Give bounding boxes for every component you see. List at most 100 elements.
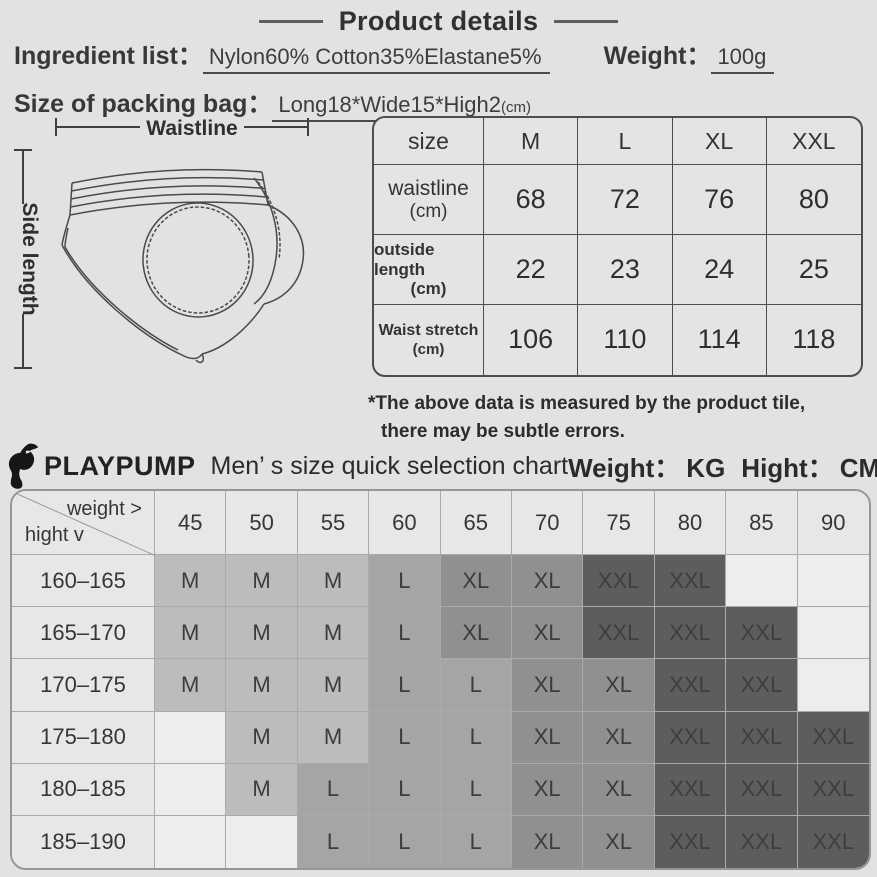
grid-size-cell-XXL: XXL (797, 763, 869, 816)
grid-weight-header: 85 (726, 491, 798, 555)
grid-size-cell-XL: XL (512, 815, 584, 868)
grid-height-label: 180–185 (12, 763, 155, 816)
selection-chart-units: Weight： KG Hight： CM (568, 448, 877, 485)
brand-name: PLAYPUMP (44, 450, 196, 481)
size-table-row-label: Waist stretch (cm) (374, 305, 484, 375)
grid-size-cell-empty (155, 763, 227, 816)
grid-corner-cell: weight > hight v (12, 491, 156, 557)
grid-size-cell-M: M (297, 555, 370, 608)
grid-size-cell-XL: XL (583, 659, 655, 712)
grid-height-label: 165–170 (12, 607, 155, 660)
grid-size-cell-empty (155, 711, 227, 764)
side-length-label: Side length (18, 202, 41, 315)
grid-size-cell-L: L (369, 659, 441, 712)
grid-size-cell-empty (726, 555, 798, 608)
sel-height-unit: CM (839, 452, 877, 483)
selection-chart-title: Men’ s size quick selection chart (210, 451, 569, 480)
grid-size-cell-L: L (369, 607, 441, 660)
waistline-label: Waistline (146, 117, 237, 140)
grid-size-cell-M: M (297, 711, 370, 764)
size-table-col-header: XXL (766, 118, 861, 165)
grid-size-cell-XL: XL (512, 607, 584, 660)
size-table-corner: size (374, 118, 484, 165)
grid-size-cell-M: M (155, 659, 227, 712)
grid-size-cell-XXL: XXL (654, 659, 727, 712)
grid-size-cell-XXL: XXL (583, 607, 655, 660)
size-table-value: 25 (766, 235, 861, 305)
grid-size-cell-XXL: XXL (654, 815, 727, 868)
size-table-row-unit: (cm) (412, 340, 445, 358)
grid-size-cell-XXL: XXL (726, 711, 798, 764)
grid-size-cell-M: M (155, 607, 227, 660)
size-table-row-label: waistline (cm) (374, 165, 484, 235)
grid-weight-header: 90 (797, 491, 869, 555)
grid-height-label: 185–190 (12, 815, 155, 868)
grid-size-cell-XL: XL (583, 711, 655, 764)
ingredient-line: Ingredient list： Nylon60% Cotton35%Elast… (14, 36, 775, 74)
grid-size-cell-M: M (226, 711, 298, 764)
grid-height-label: 170–175 (12, 659, 155, 712)
size-table-value: 76 (672, 165, 767, 235)
weight-unit-pair: Weight： KG (568, 448, 725, 485)
size-table-value: 114 (673, 305, 767, 375)
size-table-row-label-text: outside length (374, 240, 435, 279)
size-table-row-unit: (cm) (409, 200, 448, 222)
size-table-col-header: M (484, 118, 579, 165)
grid-size-cell-XXL: XXL (654, 711, 727, 764)
grid-size-cell-XXL: XXL (654, 763, 727, 816)
height-unit-pair: Hight： CM (741, 448, 877, 485)
grid-size-cell-XL: XL (583, 815, 655, 868)
grid-size-cell-XL: XL (440, 555, 512, 608)
weight-label: Weight： (603, 42, 712, 70)
grid-size-cell-M: M (297, 659, 370, 712)
grid-size-cell-L: L (297, 815, 370, 868)
grid-size-cell-L: L (369, 711, 441, 764)
grid-size-cell-empty (797, 659, 869, 712)
grid-size-cell-M: M (226, 763, 298, 816)
grid-size-cell-XL: XL (512, 763, 584, 816)
grid-weight-header: 65 (440, 491, 512, 555)
grid-weight-header: 55 (297, 491, 370, 555)
grid-weight-header: 75 (583, 491, 655, 555)
size-table-value: 23 (578, 235, 673, 305)
grid-corner-weight-label: weight > (66, 498, 142, 520)
measurement-note: *The above data is measured by the produ… (368, 390, 805, 446)
grid-size-cell-XXL: XXL (583, 555, 655, 608)
size-selection-grid: weight > hight v 45 50 55 60 65 70 75 80 85 90 160–1… (10, 489, 871, 870)
waistline-measure-line (55, 118, 309, 136)
grid-corner-height-label: hight v (25, 524, 84, 546)
selection-chart-heading: PLAYPUMP Men’ s size quick selection cha… (8, 443, 877, 489)
size-table-value: 22 (484, 235, 579, 305)
grid-size-cell-XXL: XXL (654, 607, 727, 660)
grid-weight-header: 50 (226, 491, 298, 555)
packing-unit: (cm) (501, 99, 531, 116)
grid-size-cell-M: M (226, 607, 298, 660)
grid-size-cell-L: L (369, 555, 441, 608)
sel-height-label: Hight： (741, 452, 834, 483)
size-table-value: 24 (672, 235, 767, 305)
grid-size-cell-XXL: XXL (726, 815, 798, 868)
size-table-value: 118 (792, 324, 836, 355)
mascot-logo-icon (8, 443, 39, 489)
size-table-col-header: XL (672, 118, 767, 165)
size-table-value: 80 (766, 165, 861, 235)
grid-size-cell-L: L (440, 659, 512, 712)
packing-label: Size of packing bag： (14, 90, 273, 118)
grid-size-cell-L: L (369, 815, 441, 868)
briefs-sketch (61, 168, 305, 364)
grid-size-cell-XL: XL (512, 659, 584, 712)
grid-size-cell-L: L (440, 711, 512, 764)
grid-size-cell-M: M (226, 555, 298, 608)
grid-height-label: 160–165 (12, 555, 155, 608)
grid-size-cell-XL: XL (583, 763, 655, 816)
sel-weight-unit: KG (686, 452, 726, 483)
size-table-value: 106 (484, 305, 579, 375)
title-dash-left (258, 20, 323, 23)
size-table-value: 72 (578, 165, 673, 235)
grid-weight-header: 70 (512, 491, 584, 555)
grid-size-cell-M: M (297, 607, 370, 660)
grid-size-cell-XXL: XXL (797, 711, 869, 764)
grid-size-cell-empty (797, 607, 869, 660)
grid-weight-header: 45 (155, 491, 227, 555)
